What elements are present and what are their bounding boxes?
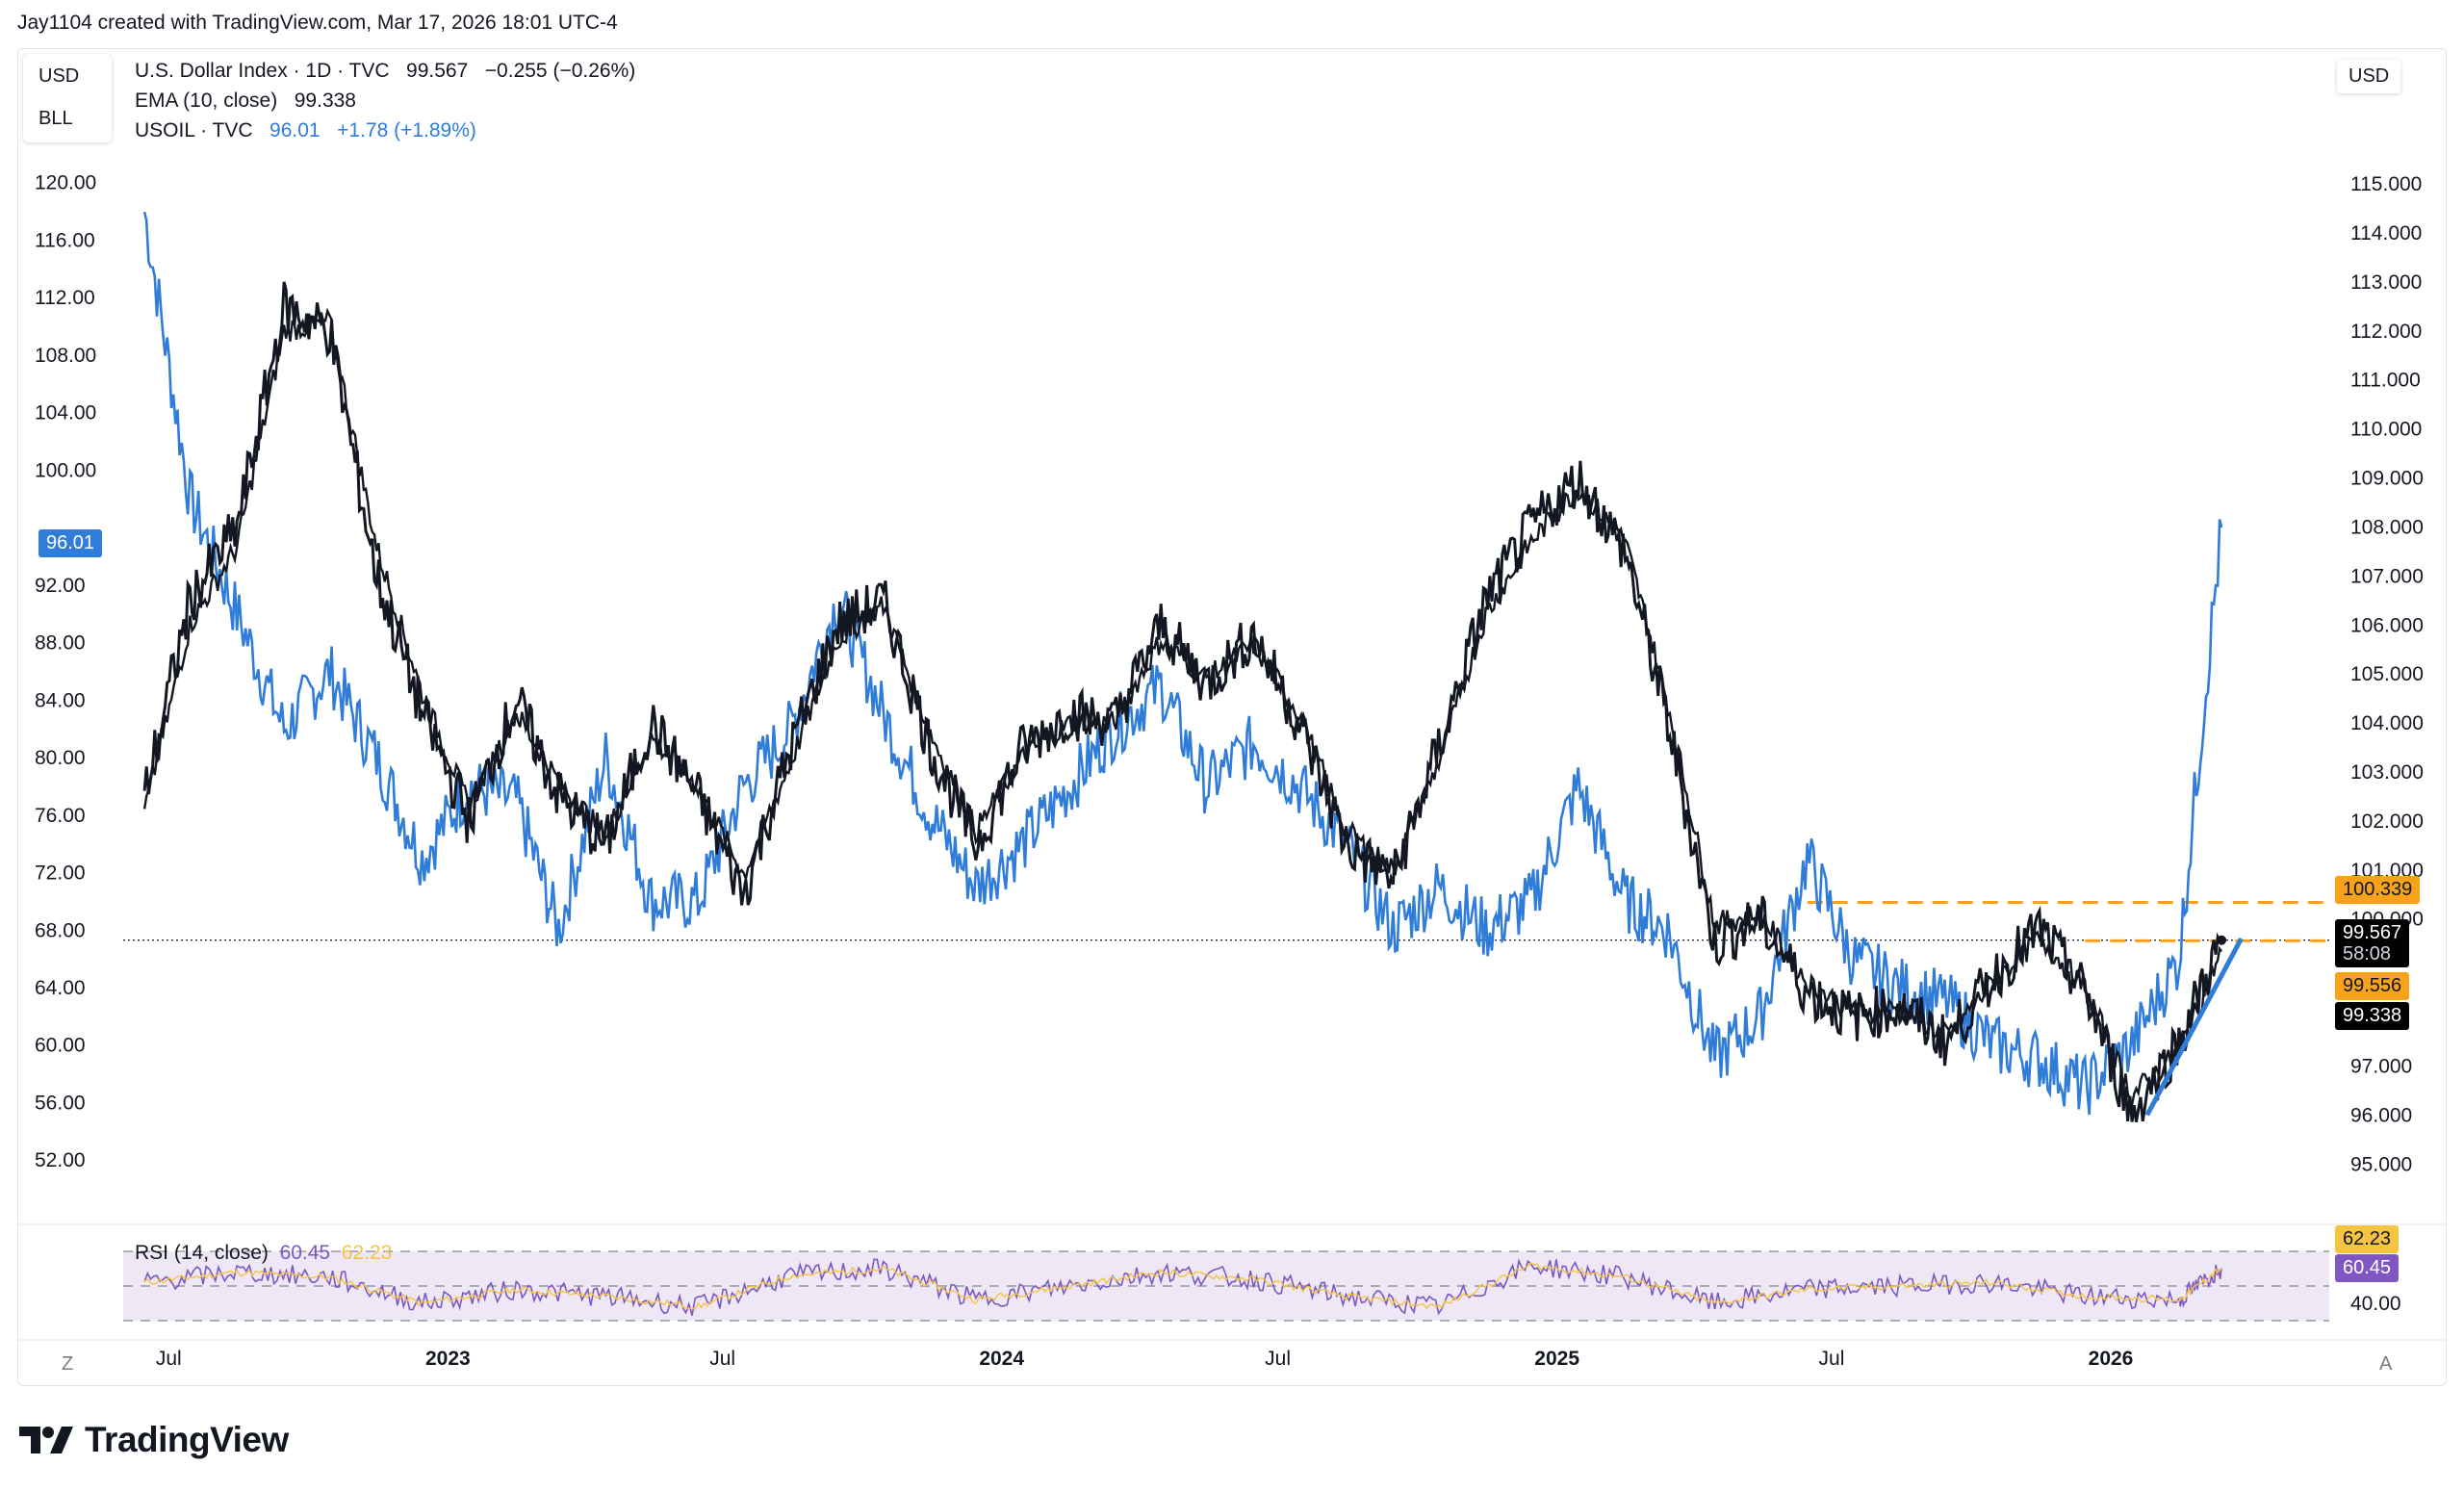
legend-dxy-value: 99.567 xyxy=(406,60,469,82)
right-axis-tick: 107.000 xyxy=(2350,565,2424,587)
left-unit-switcher[interactable] xyxy=(23,54,112,142)
right-axis-tick: 110.000 xyxy=(2350,419,2422,441)
left-unit-usd[interactable]: USD xyxy=(38,65,80,87)
right-unit-usd[interactable]: USD xyxy=(2337,60,2401,93)
left-axis-tick: 56.00 xyxy=(35,1092,86,1114)
legend-ema-value: 99.338 xyxy=(294,90,356,112)
time-axis-label: 2026 xyxy=(2089,1348,2134,1370)
legend-ema[interactable]: EMA (10, close) 99.338 xyxy=(135,90,356,113)
brand-name: TradingView xyxy=(85,1420,289,1459)
right-axis-tick: 97.000 xyxy=(2350,1055,2412,1077)
left-axis-tick: 80.00 xyxy=(35,747,86,769)
left-axis-tick: 120.00 xyxy=(35,172,96,194)
auto-scale-button[interactable]: A xyxy=(2379,1353,2393,1375)
right-axis-tick: 109.000 xyxy=(2350,468,2424,490)
price-tag: 99.567 58:08 xyxy=(2335,919,2410,967)
usoil-line xyxy=(142,211,2223,1116)
right-axis-tick: 104.000 xyxy=(2350,712,2424,734)
rsi-axis-tick: 40.00 xyxy=(2350,1293,2401,1315)
chart-frame xyxy=(17,48,2447,1386)
legend-dxy-name: U.S. Dollar Index · 1D · TVC xyxy=(135,60,390,82)
right-axis-tick: 105.000 xyxy=(2350,663,2424,685)
axis-layer: 120.00 116.00 112.00 108.00 104.00 100.00 92.0… xyxy=(17,172,2447,1370)
legend-oil-name: USOIL · TVC xyxy=(135,119,253,141)
legend-dxy-change: −0.255 (−0.26%) xyxy=(484,60,636,82)
rsi-value-tag: 60.45 xyxy=(2335,1254,2400,1282)
resistance-tag: 100.339 xyxy=(2335,876,2421,904)
left-unit-bll[interactable]: BLL xyxy=(38,108,73,129)
tradingview-brand[interactable]: TradingView xyxy=(19,1420,289,1460)
right-axis-tick: 114.000 xyxy=(2350,222,2422,244)
legend-ema-name: EMA (10, close) xyxy=(135,90,278,112)
rsi-legend-name: RSI (14, close) xyxy=(135,1242,269,1264)
time-axis-label: 2025 xyxy=(1534,1348,1579,1370)
legend-dxy[interactable]: U.S. Dollar Index · 1D · TVC 99.567 −0.2… xyxy=(135,60,636,83)
rsi-ma-tag: 62.23 xyxy=(2335,1225,2400,1253)
right-axis-tick: 106.000 xyxy=(2350,614,2424,636)
dxy-last-point xyxy=(2217,935,2227,945)
rsi-ma-line xyxy=(143,1262,2222,1311)
dxy-line xyxy=(142,281,2222,1122)
rsi-legend[interactable]: RSI (14, close) 60.45 62.23 xyxy=(135,1242,392,1265)
ema-line xyxy=(142,307,2223,1109)
price-pane xyxy=(123,211,2329,1122)
right-axis-tick: 111.000 xyxy=(2350,370,2421,392)
oil-price-tag: 96.01 xyxy=(38,529,103,557)
right-axis-tick: 113.000 xyxy=(2350,271,2422,294)
legend-oil-value: 96.01 xyxy=(270,119,321,141)
legend-oil-change: +1.78 (+1.89%) xyxy=(337,119,476,141)
right-axis-tick: 112.000 xyxy=(2350,321,2422,343)
price-tag-countdown: 58:08 xyxy=(2343,943,2392,965)
left-axis-tick: 72.00 xyxy=(35,862,86,885)
right-axis-tick: 115.000 xyxy=(2350,173,2422,195)
right-axis-tick: 103.000 xyxy=(2350,761,2424,784)
tradingview-logo-icon xyxy=(19,1427,73,1453)
time-axis-label: Jul xyxy=(156,1348,182,1370)
left-axis-tick: 52.00 xyxy=(35,1149,86,1171)
time-axis-label: Jul xyxy=(709,1348,735,1370)
left-axis-tick: 100.00 xyxy=(35,459,96,481)
left-axis-tick: 88.00 xyxy=(35,632,86,655)
left-axis-tick: 108.00 xyxy=(35,345,96,367)
zoom-reset-button[interactable]: Z xyxy=(62,1353,74,1375)
trendline xyxy=(2144,937,2244,1117)
rsi-legend-ma: 62.23 xyxy=(341,1242,393,1264)
price-tag-value: 99.567 xyxy=(2343,922,2402,943)
time-axis-label: 2024 xyxy=(979,1348,1024,1370)
time-axis-label: 2023 xyxy=(425,1348,471,1370)
time-axis-label: Jul xyxy=(1265,1348,1291,1370)
rsi-legend-value: 60.45 xyxy=(279,1242,331,1264)
left-axis-tick: 116.00 xyxy=(35,229,95,251)
left-axis-tick: 60.00 xyxy=(35,1035,86,1057)
right-axis-tick: 102.000 xyxy=(2350,810,2424,833)
support-tag: 99.556 xyxy=(2335,972,2410,1000)
rsi-pane: 40.00 xyxy=(123,1250,2401,1322)
left-axis-tick: 92.00 xyxy=(35,575,86,597)
right-axis-tick: 95.000 xyxy=(2350,1153,2412,1175)
right-axis-tick: 108.000 xyxy=(2350,516,2424,538)
left-axis-tick: 112.00 xyxy=(35,287,95,309)
left-axis-tick: 64.00 xyxy=(35,977,86,999)
time-axis-label: Jul xyxy=(1819,1348,1845,1370)
chart-credit: Jay1104 created with TradingView.com, Ma… xyxy=(17,12,618,34)
legend-oil[interactable]: USOIL · TVC 96.01 +1.78 (+1.89%) xyxy=(135,119,476,142)
left-axis-tick: 84.00 xyxy=(35,689,86,711)
left-axis-tick: 68.00 xyxy=(35,919,86,941)
left-axis-tick: 104.00 xyxy=(35,402,96,424)
right-axis-tick: 96.000 xyxy=(2350,1104,2412,1126)
left-axis-tick: 76.00 xyxy=(35,805,86,827)
ema-tag: 99.338 xyxy=(2335,1002,2410,1030)
